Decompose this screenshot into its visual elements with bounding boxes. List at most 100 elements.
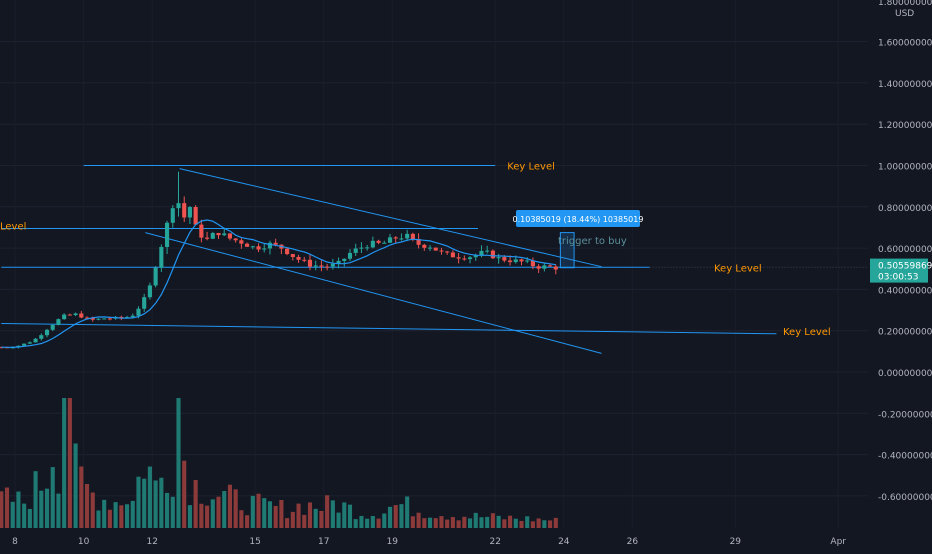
volume-bar (153, 480, 158, 528)
candle-body (433, 247, 438, 251)
volume-bar (216, 496, 221, 528)
y-tick-label: 0.60000000 (878, 245, 932, 255)
candle-body (359, 247, 364, 249)
x-tick-label: 8 (12, 537, 18, 547)
candle-body (307, 259, 313, 267)
measure-box[interactable] (559, 232, 575, 269)
candle-body (245, 243, 250, 247)
candle-body (530, 260, 535, 267)
volume-bar (107, 509, 112, 528)
volume-bar (433, 518, 438, 528)
candle-body (79, 313, 84, 318)
candle-body (67, 314, 72, 316)
candle-body (267, 242, 273, 249)
volume-bar (67, 398, 72, 528)
volume-bar (187, 505, 192, 528)
candle-body (490, 250, 495, 259)
channel-bottom-line[interactable] (145, 232, 602, 354)
volume-bar (267, 501, 273, 528)
candle-body (90, 317, 95, 320)
candle-body (233, 238, 238, 241)
volume-bar (445, 519, 450, 528)
volume-bar (262, 498, 267, 528)
x-tick-label: 26 (627, 537, 639, 547)
volume-bar (462, 516, 467, 528)
candle-body (370, 240, 375, 248)
volume-bar (513, 518, 518, 528)
volume-bar (227, 484, 233, 528)
channel-top-line[interactable] (179, 168, 602, 268)
candles (0, 171, 558, 349)
volume-bar (370, 516, 375, 528)
x-tick-label: 15 (249, 537, 260, 547)
candle-body (205, 237, 210, 239)
current-price-tag (870, 258, 928, 283)
x-tick-label: 17 (318, 537, 329, 547)
key-level-3-label: Key Level (714, 263, 762, 274)
key-level-1-label: Key Level (507, 162, 555, 173)
volume-bar (27, 508, 32, 528)
candle-body (73, 313, 78, 316)
candle-body (62, 314, 67, 320)
candle-body (96, 318, 101, 320)
volume-bar (336, 512, 341, 528)
time-axis[interactable]: 8 10 12 15 17 19 22 24 26 29 Apr (0, 528, 868, 550)
support-diagonal-line[interactable] (1, 322, 777, 335)
candle-body (542, 265, 547, 269)
candle-body (548, 265, 553, 267)
volume-bar (536, 518, 541, 528)
candle-body (330, 263, 335, 267)
volume-bar (330, 500, 335, 528)
volume-bar (22, 503, 27, 528)
candle-body (44, 329, 50, 336)
y-tick-label: 0.20000000 (878, 328, 932, 338)
candle-body (84, 317, 90, 319)
y-tick-label: -0.40000000 (878, 452, 932, 462)
volume-bar (10, 501, 15, 528)
y-tick-label: 1.60000000 (878, 39, 932, 49)
y-tick-label: 0.80000000 (878, 204, 932, 214)
volume-bar (410, 516, 415, 528)
candle-body (508, 260, 513, 263)
volume-bar (399, 504, 404, 528)
volume-bar (296, 503, 301, 528)
candle-body (136, 308, 141, 316)
key-level-2-label: Level (0, 221, 26, 232)
volume-bar (387, 506, 393, 528)
volume-bar (490, 513, 495, 528)
candle-body (399, 238, 404, 240)
volume-bar (479, 517, 484, 528)
candle-body (250, 246, 255, 248)
candle-body (427, 247, 433, 249)
volume-bar (33, 471, 38, 528)
volume-bar (0, 491, 4, 528)
volume-bar (353, 519, 358, 528)
volume-bar (102, 499, 107, 528)
volume-bar (439, 516, 444, 528)
price-axis[interactable]: 1.60000000 1.40000000 1.20000000 1.00000000… (868, 0, 932, 550)
annotations: Key Level Level Key Level Key Level trigger … (0, 162, 831, 339)
candle-body (479, 250, 484, 256)
candle-body (130, 315, 135, 318)
volume-bar (182, 460, 187, 528)
volume-bars (0, 398, 558, 528)
candle-body (502, 257, 507, 261)
candle-body (165, 222, 170, 247)
candle-body (519, 259, 524, 262)
volume-bar (62, 398, 67, 528)
volume-bar (525, 516, 530, 528)
candle-body (325, 266, 330, 268)
volume-bar (50, 467, 55, 528)
candle-body (107, 318, 112, 320)
volume-bar (427, 517, 433, 528)
time-axis-panel[interactable] (0, 528, 868, 550)
candle-body (182, 203, 187, 218)
volume-bar (519, 520, 524, 528)
candle-body (222, 233, 227, 236)
volume-bar (159, 477, 164, 528)
candle-body (387, 237, 393, 243)
candle-body (410, 233, 415, 240)
volume-bar (542, 520, 547, 528)
